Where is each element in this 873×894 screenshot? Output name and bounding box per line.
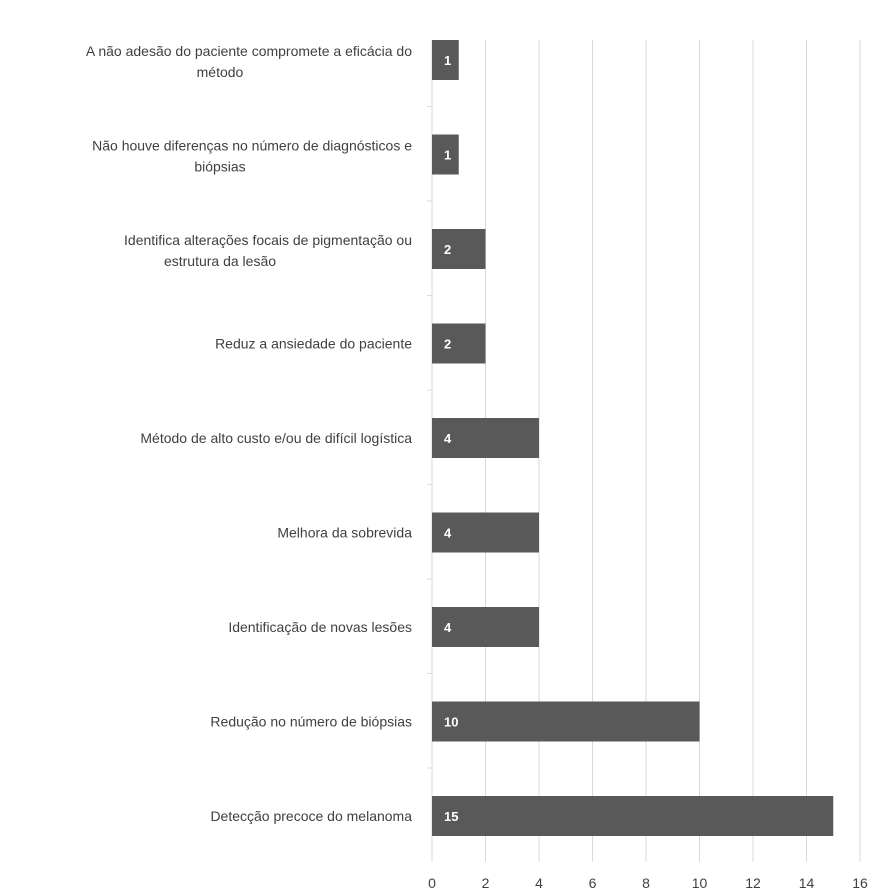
bar [432, 796, 834, 836]
data-label: 1 [444, 148, 451, 163]
bar [432, 134, 459, 175]
data-label: 2 [444, 337, 451, 352]
x-tick-label: 16 [852, 875, 868, 891]
x-tick-label: 8 [642, 875, 650, 891]
data-label: 1 [444, 53, 451, 68]
data-label: 15 [444, 809, 458, 824]
data-label: 4 [444, 620, 452, 635]
bar [432, 701, 700, 742]
category-label: Reduz a ansiedade do paciente [215, 336, 412, 352]
bar [432, 607, 539, 647]
bar [432, 512, 539, 553]
bars: 1 1 2 2 4 4 4 10 15 [432, 40, 834, 836]
category-axis [427, 40, 433, 862]
x-tick-labels: 0 2 4 6 8 10 12 14 16 [428, 875, 868, 891]
category-label: Detecção precoce do melanoma [210, 808, 412, 824]
gridlines [485, 40, 861, 862]
bar [432, 40, 459, 80]
x-tick-label: 0 [428, 875, 436, 891]
category-label: biópsias [194, 159, 245, 175]
data-label: 4 [444, 431, 452, 446]
category-labels: A não adesão do paciente compromete a ef… [86, 43, 412, 824]
category-label: Método de alto custo e/ou de difícil log… [140, 430, 412, 446]
category-label: Identifica alterações focais de pigmenta… [124, 232, 412, 248]
x-tick-label: 6 [589, 875, 597, 891]
bar [432, 229, 486, 269]
data-label: 2 [444, 242, 451, 257]
x-tick-label: 14 [799, 875, 815, 891]
x-tick-label: 10 [692, 875, 708, 891]
category-label: A não adesão do paciente compromete a ef… [86, 43, 412, 59]
category-label: Não houve diferenças no número de diagnó… [92, 138, 412, 154]
bar [432, 323, 486, 364]
data-label: 4 [444, 526, 452, 541]
category-label: Redução no número de biópsias [210, 714, 412, 730]
bar [432, 418, 539, 458]
category-label: método [197, 64, 244, 80]
category-label: Melhora da sobrevida [277, 525, 412, 541]
x-tick-label: 2 [482, 875, 490, 891]
x-tick-label: 12 [745, 875, 761, 891]
category-label: Identificação de novas lesões [228, 619, 412, 635]
category-label: estrutura da lesão [164, 253, 276, 269]
x-tick-label: 4 [535, 875, 543, 891]
data-label: 10 [444, 715, 458, 730]
